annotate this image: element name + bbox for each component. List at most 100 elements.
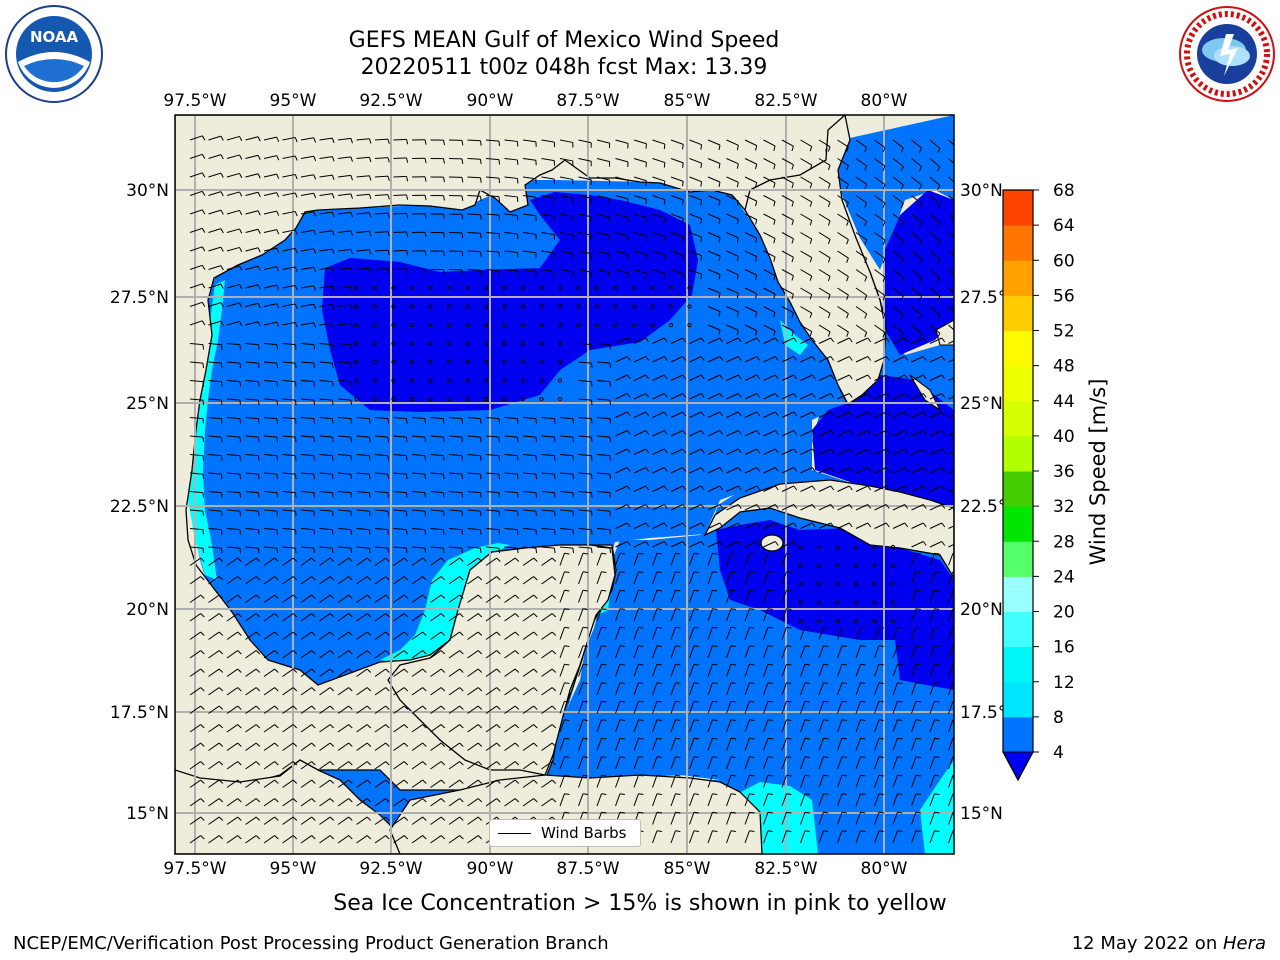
- wind-barb: [818, 522, 831, 529]
- lon-tick-bottom: 90°W: [467, 859, 514, 879]
- wind-barb: [652, 467, 665, 474]
- calm-marker: [520, 396, 526, 402]
- wind-barb: [393, 779, 405, 788]
- wind-barb-flag: [582, 774, 588, 777]
- wind-barb: [596, 491, 610, 494]
- wind-barb-flag: [809, 331, 813, 337]
- wind-barb: [633, 645, 639, 659]
- wind-barb: [189, 724, 201, 733]
- wind-barb: [615, 553, 621, 566]
- calm-marker: [465, 396, 470, 402]
- wind-barb: [707, 356, 720, 363]
- calm-marker: [428, 322, 433, 328]
- wind-barb-flag: [348, 594, 353, 599]
- wind-barb: [522, 761, 534, 770]
- wind-barb-flag: [385, 816, 390, 821]
- wind-barb-flag: [406, 139, 409, 145]
- wind-barb-flag: [682, 337, 687, 343]
- wind-barb: [707, 393, 720, 400]
- wind-barb: [263, 266, 277, 270]
- wind-barb-flag: [904, 448, 909, 454]
- wind-barb-flag: [514, 705, 520, 710]
- wind-barb: [892, 411, 905, 418]
- wind-barb-flag: [257, 303, 261, 308]
- wind-barb-flag: [900, 221, 904, 227]
- wind-barb: [800, 504, 813, 511]
- wind-barb-flag: [405, 492, 408, 498]
- wind-barb: [800, 287, 813, 295]
- lon-tick-bottom: 87.5°W: [556, 859, 619, 879]
- wind-barb: [837, 324, 849, 333]
- wind-barb: [559, 627, 565, 640]
- wind-barb-flag: [737, 522, 742, 528]
- wind-barb-flag: [960, 375, 963, 379]
- wind-barb: [837, 664, 843, 677]
- wind-barb-flag: [553, 548, 556, 554]
- wind-barb-flag: [564, 626, 570, 629]
- calm-marker: [798, 563, 803, 568]
- wind-barb: [800, 830, 806, 844]
- wind-barb-flag: [682, 467, 687, 472]
- wind-barb-flag: [956, 186, 959, 190]
- wind-barb: [892, 756, 898, 770]
- wind-barb: [670, 139, 684, 145]
- wind-barb-flag: [755, 256, 758, 262]
- wind-barb: [448, 417, 462, 420]
- calm-marker: [409, 341, 415, 346]
- wind-barb-flag: [755, 163, 758, 170]
- wind-barb-flag: [564, 608, 570, 610]
- wind-barb: [559, 417, 573, 420]
- calm-marker: [835, 563, 840, 568]
- wind-barb: [800, 232, 813, 240]
- calm-marker: [539, 285, 544, 291]
- wind-barb: [356, 816, 368, 825]
- wind-barb-flag: [276, 173, 280, 179]
- wind-barb-flag: [900, 277, 904, 283]
- wind-barb: [707, 232, 721, 238]
- wind-barb: [837, 812, 843, 825]
- wind-barb: [689, 793, 695, 807]
- wind-barb: [800, 645, 806, 659]
- wind-barb: [800, 139, 813, 147]
- wind-barb-flag: [255, 576, 261, 581]
- wind-barb-flag: [860, 774, 866, 777]
- wind-barb-flag: [514, 631, 520, 636]
- colorbar-segment: [1003, 681, 1033, 718]
- wind-barb-flag: [461, 195, 464, 201]
- wind-barb-flag: [218, 798, 224, 803]
- wind-barb-flag: [313, 363, 316, 369]
- wind-barb: [929, 571, 935, 585]
- wind-barb-flag: [786, 793, 792, 795]
- wind-barb: [744, 664, 750, 677]
- wind-barb: [541, 139, 555, 143]
- wind-barb-flag: [645, 485, 650, 491]
- wind-barb: [800, 775, 806, 788]
- wind-barb-flag: [730, 608, 736, 610]
- nws-logo: [1179, 6, 1275, 102]
- wind-barb: [855, 645, 861, 659]
- wind-barb-flag: [915, 626, 921, 629]
- wind-barb: [430, 742, 442, 751]
- wind-barb: [726, 287, 739, 294]
- wind-barb: [781, 213, 794, 221]
- wind-barb-flag: [897, 793, 903, 795]
- wind-barb-flag: [590, 492, 593, 498]
- wind-barb: [245, 687, 257, 696]
- wind-barb: [504, 232, 518, 235]
- wind-barb: [393, 631, 405, 640]
- wind-barb: [707, 701, 713, 714]
- latitude-labels-left: 30°N27.5°N25°N22.5°N20°N17.5°N15°N: [110, 181, 169, 824]
- wind-barb-flag: [385, 613, 390, 618]
- wind-barb: [208, 631, 220, 640]
- calm-marker: [428, 378, 433, 383]
- wind-barb-flag: [477, 724, 483, 729]
- wind-barb: [670, 571, 676, 585]
- wind-barb-flag: [403, 724, 409, 729]
- wind-barb: [282, 687, 294, 696]
- wind-barb-flag: [682, 144, 684, 150]
- wind-barb: [337, 816, 349, 825]
- wind-barb: [208, 191, 222, 196]
- wind-barb: [596, 454, 610, 457]
- wind-barb: [300, 343, 314, 346]
- wind-barb-flag: [675, 608, 681, 610]
